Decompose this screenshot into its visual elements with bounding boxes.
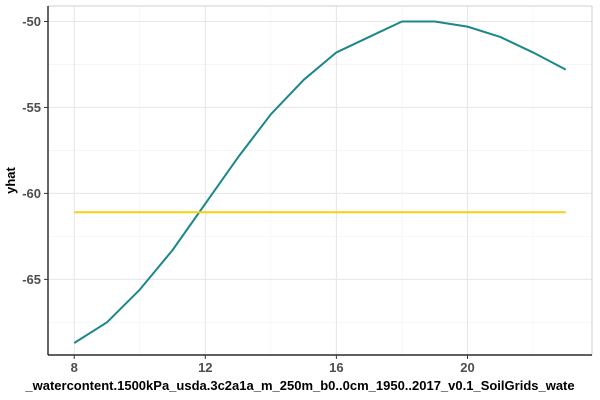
x-tick-label: 8 (71, 360, 78, 375)
y-tick-label: -50 (22, 14, 41, 29)
major-gridlines (48, 6, 592, 355)
y-tick-label: -65 (22, 272, 41, 287)
y-axis-ticks: -50 -55 -60 -65 (22, 14, 48, 287)
x-tick-label: 16 (329, 360, 343, 375)
y-tick-label: -60 (22, 186, 41, 201)
axes (47, 5, 593, 356)
y-axis-title: yhat (3, 166, 18, 193)
x-axis-title: _watercontent.1500kPa_usda.3c2a1a_m_250m… (24, 378, 574, 393)
series-line-1 (73, 20, 567, 344)
data-series (73, 20, 567, 344)
y-tick-label: -55 (22, 100, 41, 115)
minor-gridlines (48, 6, 592, 355)
x-tick-label: 12 (198, 360, 212, 375)
x-axis-ticks: 8 12 16 20 (71, 355, 475, 375)
x-tick-label: 20 (460, 360, 474, 375)
